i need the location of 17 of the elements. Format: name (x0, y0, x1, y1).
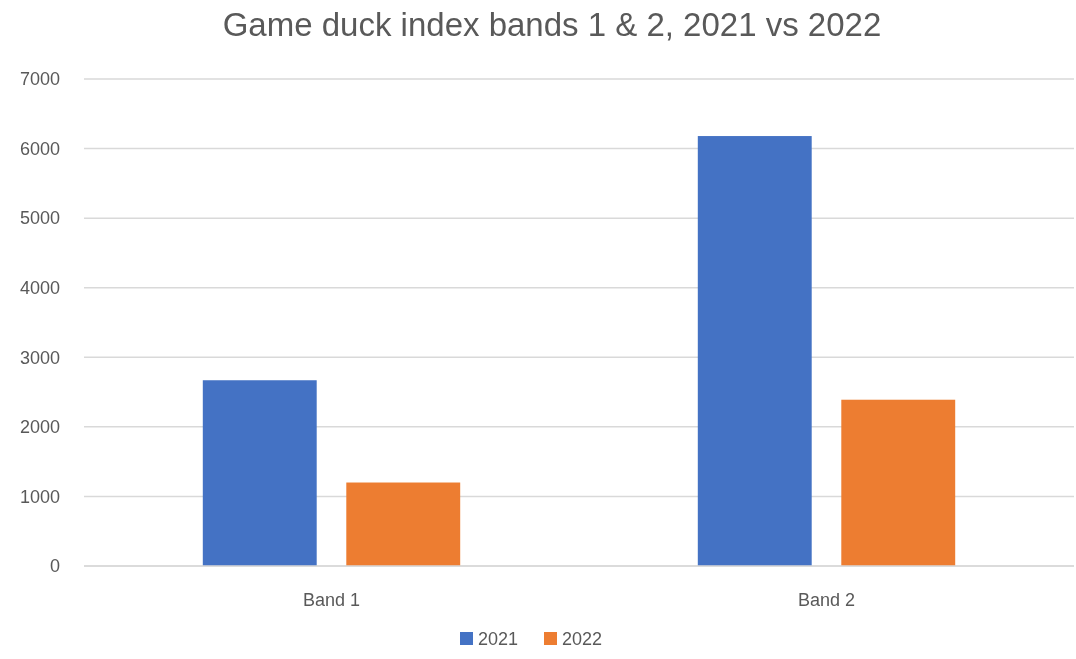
y-tick-label: 2000 (19, 417, 60, 438)
y-tick-label: 0 (49, 556, 60, 577)
legend-label: 2022 (562, 629, 603, 649)
x-tick-label: Band 2 (797, 590, 856, 610)
chart-title: Game duck index bands 1 & 2, 2021 vs 2022 (222, 6, 882, 43)
bar (697, 136, 812, 566)
y-tick-label: 6000 (19, 138, 60, 159)
x-tick-label: Band 1 (302, 590, 361, 610)
y-tick-label: 3000 (19, 347, 60, 368)
y-tick-label: 1000 (19, 486, 60, 507)
y-tick-label: 7000 (19, 69, 60, 90)
bar (841, 399, 956, 566)
legend-label: 2021 (478, 629, 519, 649)
y-tick-label: 4000 (19, 278, 60, 299)
y-tick-label: 5000 (19, 208, 60, 229)
bar (202, 380, 317, 566)
bar (346, 482, 461, 566)
